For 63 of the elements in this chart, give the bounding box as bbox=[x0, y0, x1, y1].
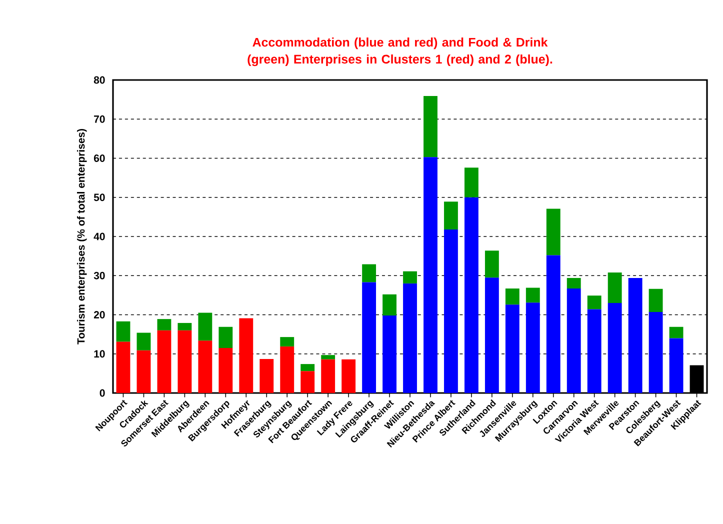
bar bbox=[505, 288, 520, 305]
bar bbox=[382, 294, 396, 316]
bar bbox=[669, 326, 684, 338]
bar bbox=[239, 318, 254, 393]
bar bbox=[424, 157, 438, 393]
bar bbox=[444, 202, 458, 230]
bar bbox=[403, 283, 417, 393]
bar bbox=[648, 312, 663, 393]
y-axis-title: Tourism enterprises (% of total enterprises) bbox=[77, 129, 87, 344]
bar bbox=[628, 278, 642, 393]
chart-title: Accommodation (blue and red) and Food & Drink (green) Enterprises in Clusters 1 (red) and 2 (blue). bbox=[248, 38, 552, 66]
bar bbox=[566, 288, 581, 393]
bar bbox=[505, 304, 520, 393]
bar bbox=[424, 96, 438, 158]
bar bbox=[178, 330, 192, 393]
bar bbox=[198, 312, 212, 341]
bar bbox=[157, 330, 172, 393]
bar bbox=[444, 229, 458, 393]
bar bbox=[280, 346, 294, 393]
bar bbox=[321, 355, 336, 360]
bar bbox=[464, 197, 478, 393]
bar bbox=[136, 350, 151, 393]
y-tick-label: 80 bbox=[94, 76, 105, 84]
bar bbox=[260, 358, 274, 393]
bar bbox=[484, 250, 499, 278]
bar bbox=[382, 316, 396, 393]
bar bbox=[546, 255, 560, 393]
bar bbox=[300, 371, 315, 393]
bar bbox=[362, 282, 376, 393]
bar bbox=[198, 340, 212, 393]
bar bbox=[362, 264, 376, 282]
y-tick-label: 60 bbox=[94, 154, 105, 162]
bar bbox=[300, 364, 315, 372]
bar bbox=[608, 303, 622, 393]
bar bbox=[157, 319, 172, 330]
y-tick-label: 70 bbox=[94, 115, 105, 123]
bar bbox=[321, 359, 336, 393]
y-tick-label: 10 bbox=[94, 350, 105, 358]
bar bbox=[464, 168, 478, 198]
bar bbox=[116, 321, 130, 342]
bar bbox=[526, 288, 540, 303]
bar bbox=[116, 342, 130, 393]
bar bbox=[587, 309, 602, 393]
y-tick-label: 30 bbox=[94, 272, 105, 280]
bar bbox=[669, 338, 684, 393]
bar bbox=[546, 208, 560, 256]
bar bbox=[136, 332, 151, 350]
y-tick-label: 20 bbox=[94, 311, 105, 318]
bar bbox=[526, 302, 540, 393]
bar bbox=[403, 271, 417, 284]
bar bbox=[608, 272, 622, 304]
bar bbox=[280, 337, 294, 346]
y-tick-label: 40 bbox=[94, 232, 105, 240]
bar bbox=[342, 359, 356, 393]
bar bbox=[218, 326, 233, 348]
bar bbox=[648, 288, 663, 312]
bar bbox=[484, 278, 499, 393]
y-tick-label: 0 bbox=[100, 389, 105, 397]
y-tick-label: 50 bbox=[94, 194, 105, 202]
bar bbox=[178, 322, 192, 330]
bar bbox=[566, 278, 581, 289]
bar bbox=[218, 348, 233, 393]
bar bbox=[587, 296, 602, 310]
